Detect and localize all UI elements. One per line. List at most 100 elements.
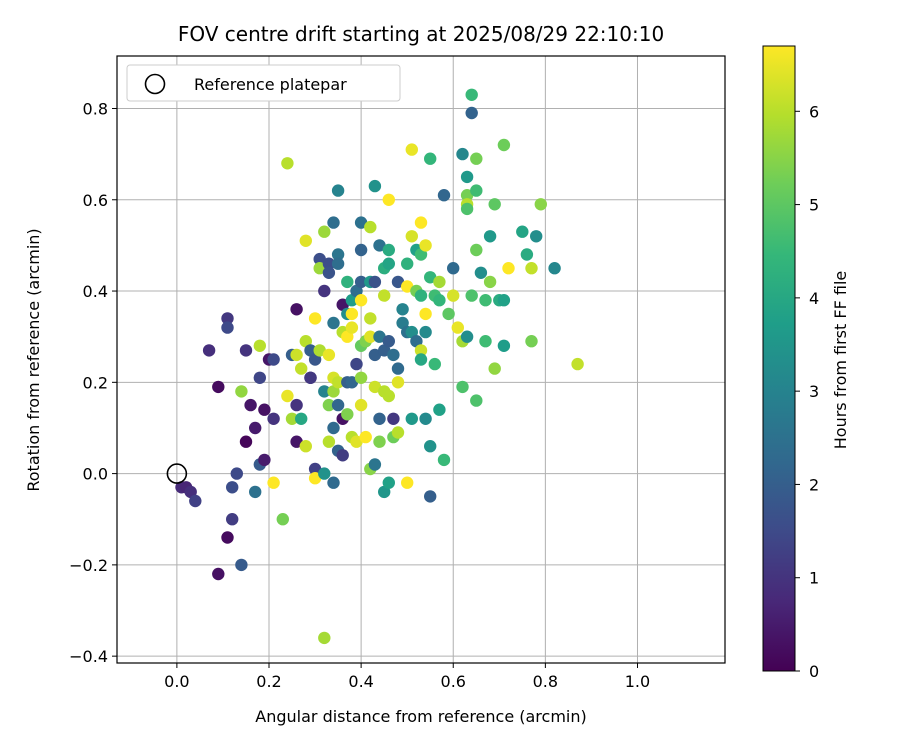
data-point	[368, 380, 382, 394]
data-point	[483, 275, 497, 289]
data-point	[479, 294, 492, 307]
data-point	[382, 335, 395, 348]
data-point	[308, 472, 322, 485]
data-point	[502, 262, 515, 275]
data-point	[258, 453, 271, 467]
data-point	[410, 335, 423, 348]
x-tick-label: 0.4	[348, 672, 373, 691]
x-tick-label: 0.8	[533, 672, 558, 691]
data-point	[447, 262, 460, 275]
data-point	[516, 225, 529, 238]
data-point	[235, 558, 248, 572]
data-point	[465, 88, 478, 102]
data-point	[364, 312, 377, 325]
data-point	[327, 316, 340, 330]
data-point	[235, 385, 248, 398]
data-point	[391, 376, 405, 389]
legend-label: Reference platepar	[194, 75, 347, 94]
colorbar	[762, 45, 796, 672]
data-point	[373, 412, 386, 425]
data-point	[433, 275, 446, 289]
colorbar-label: Hours from first FF file	[831, 271, 850, 450]
data-point	[290, 348, 303, 362]
y-tick-label: 0.4	[83, 282, 108, 301]
data-point	[341, 408, 354, 421]
data-point	[299, 335, 312, 348]
data-point	[368, 458, 382, 471]
data-point	[387, 348, 400, 362]
data-point	[341, 275, 354, 289]
data-point	[189, 494, 202, 508]
data-point	[470, 243, 483, 257]
data-point	[419, 412, 432, 425]
data-point	[331, 257, 345, 270]
data-point	[322, 266, 336, 279]
data-point	[465, 106, 478, 120]
data-point	[405, 412, 418, 425]
data-point	[345, 307, 359, 321]
data-point	[226, 481, 239, 494]
x-tick-label: 0.2	[256, 672, 281, 691]
data-point	[354, 398, 368, 412]
data-point	[354, 216, 368, 229]
data-point	[239, 435, 253, 448]
data-point	[460, 202, 474, 216]
data-point	[364, 220, 377, 234]
data-point	[548, 262, 561, 275]
data-point	[483, 230, 497, 243]
data-point	[382, 193, 395, 206]
data-point	[331, 398, 345, 412]
data-point	[474, 266, 488, 279]
data-point	[253, 371, 266, 384]
data-point	[534, 198, 547, 211]
data-point	[345, 376, 359, 389]
data-point	[530, 230, 543, 243]
colorbar-tick-label: 4	[809, 289, 819, 308]
data-point	[354, 294, 368, 307]
data-point	[368, 275, 382, 289]
data-point	[419, 325, 432, 339]
data-point	[239, 344, 253, 357]
data-point	[405, 230, 418, 243]
data-point	[267, 412, 280, 425]
data-point	[424, 490, 437, 503]
data-point	[299, 234, 312, 247]
data-point	[244, 398, 257, 412]
data-point	[249, 421, 262, 435]
data-point	[313, 252, 326, 266]
data-point	[447, 289, 460, 302]
data-point	[290, 435, 303, 448]
data-point	[456, 380, 469, 394]
x-tick-label: 1.0	[625, 672, 650, 691]
data-point	[281, 389, 294, 403]
data-point	[327, 476, 340, 489]
colorbar-tick-label: 1	[809, 569, 819, 588]
colorbar-tick-label: 3	[809, 382, 819, 401]
plot-frame	[116, 55, 726, 664]
data-point	[437, 453, 451, 467]
data-point	[327, 421, 340, 435]
data-point	[382, 389, 395, 403]
chart-title: FOV centre drift starting at 2025/08/29 …	[178, 22, 664, 46]
data-point	[460, 189, 474, 202]
reference-marker	[166, 463, 188, 484]
colorbar-tick-label: 5	[809, 196, 819, 215]
data-point	[267, 353, 280, 366]
data-point	[437, 189, 451, 202]
data-point	[327, 216, 340, 229]
legend-marker-icon	[144, 73, 166, 95]
data-point	[414, 344, 428, 357]
data-point	[221, 321, 234, 334]
data-point	[221, 531, 234, 544]
data-point	[331, 376, 345, 389]
data-point	[488, 362, 501, 375]
data-point	[331, 184, 345, 197]
data-point	[221, 312, 234, 325]
data-point	[331, 248, 345, 261]
data-point	[230, 467, 243, 480]
x-tick-label: 0.0	[164, 672, 189, 691]
data-point	[460, 330, 474, 343]
data-point	[520, 248, 534, 261]
data-point	[354, 371, 368, 384]
